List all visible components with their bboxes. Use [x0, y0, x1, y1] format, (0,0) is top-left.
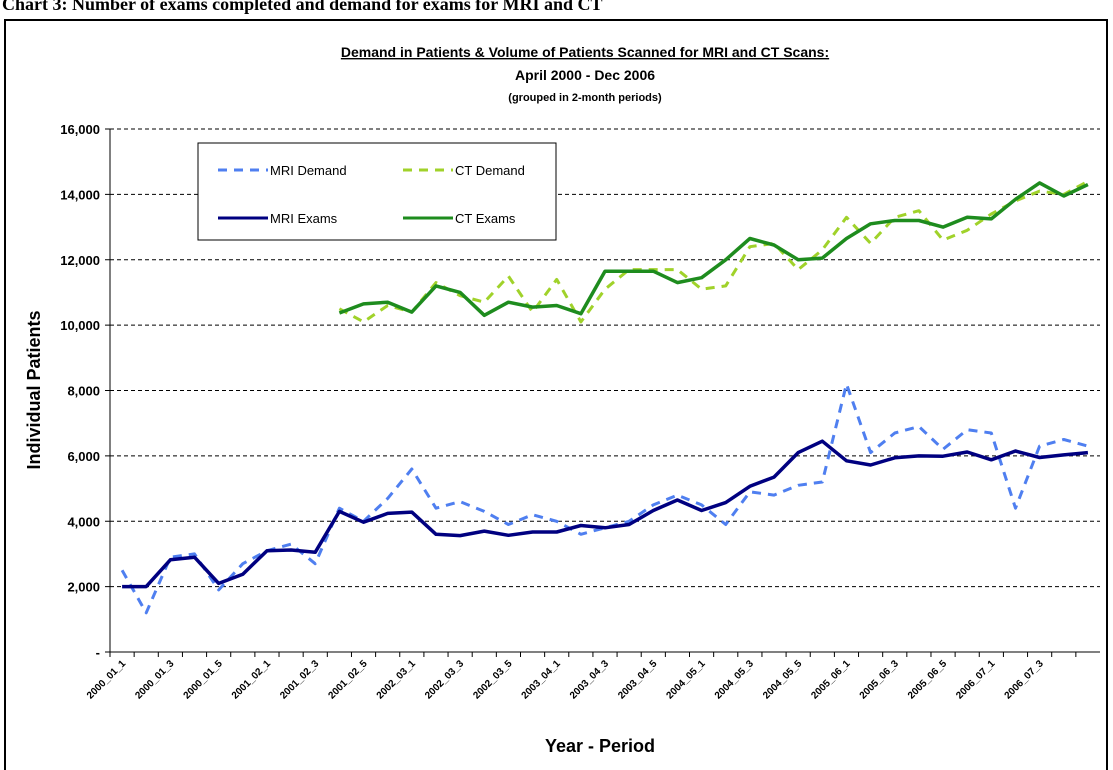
page-header: Chart 3: Number of exams completed and d… [2, 0, 602, 14]
y-tick-label: 10,000 [60, 318, 100, 333]
x-tick-label: 2001_02_3 [278, 658, 321, 701]
chart-title: Demand in Patients & Volume of Patients … [341, 44, 829, 60]
y-tick-label: 6,000 [67, 449, 100, 464]
x-tick-label: 2005_06_5 [906, 658, 949, 701]
x-tick-label: 2006_07_3 [1003, 658, 1046, 701]
y-tick-label: 4,000 [67, 514, 100, 529]
y-tick-label: 16,000 [60, 122, 100, 137]
legend-label: CT Exams [455, 211, 516, 226]
series-line [338, 181, 1089, 318]
legend-label: MRI Exams [270, 211, 338, 226]
x-tick-label: 2002_03_1 [375, 658, 418, 701]
legend-box [197, 142, 557, 241]
x-tick-label: 2000_01_3 [133, 658, 176, 701]
x-tick-label: 2003_04_3 [568, 658, 611, 701]
y-tick-label: - [96, 645, 100, 660]
x-tick-label: 2000_01_1 [85, 658, 128, 701]
x-tick-label: 2004_05_3 [713, 658, 756, 701]
x-tick-label: 2003_04_1 [520, 658, 563, 701]
series-line [122, 439, 1089, 589]
x-tick-label: 2001_02_1 [230, 658, 273, 701]
x-tick-label: 2002_03_3 [423, 658, 466, 701]
x-tick-label: 2001_02_5 [326, 658, 369, 701]
x-tick-label: 2003_04_5 [616, 658, 659, 701]
y-axis-title: Individual Patients [24, 310, 44, 469]
x-tick-label: 2002_03_5 [471, 658, 514, 701]
x-tick-label: 2005_06_3 [858, 658, 901, 701]
y-tick-label: 12,000 [60, 253, 100, 268]
x-tick-label: 2000_01_5 [182, 658, 225, 701]
y-tick-label: 2,000 [67, 580, 100, 595]
chart-note: (grouped in 2-month periods) [508, 92, 662, 104]
chart-subtitle: April 2000 - Dec 2006 [515, 67, 655, 83]
series-line [120, 382, 1089, 615]
x-tick-label: 2006_07_1 [954, 658, 997, 701]
legend-label: CT Demand [455, 163, 525, 178]
legend-label: MRI Demand [270, 163, 347, 178]
x-tick-label: 2005_06_1 [809, 658, 852, 701]
x-tick-label: 2004_05_1 [665, 658, 708, 701]
y-tick-label: 14,000 [60, 187, 100, 202]
x-axis-title: Year - Period [545, 736, 655, 756]
chart-frame [4, 19, 1108, 770]
x-tick-label: 2004_05_5 [761, 658, 804, 701]
y-tick-label: 8,000 [67, 384, 100, 399]
